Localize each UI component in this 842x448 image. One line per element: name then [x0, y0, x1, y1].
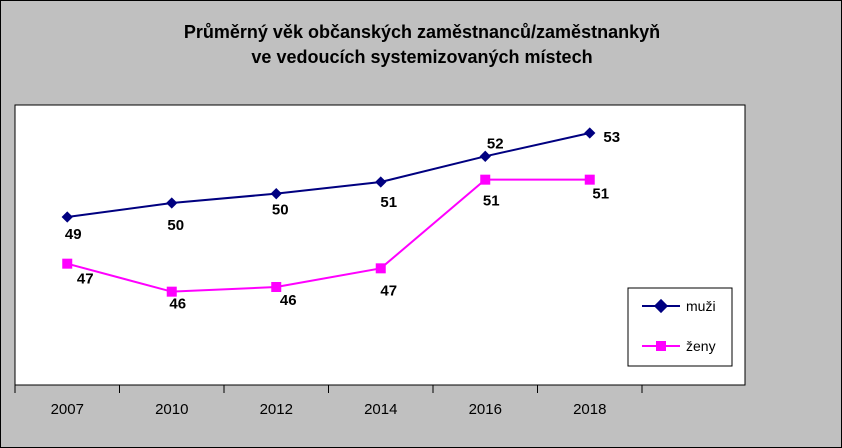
- data-label-zeny-2007: 47: [77, 271, 94, 288]
- data-point-muzi-2018: [584, 127, 596, 139]
- data-label-muzi-2016: 52: [487, 135, 504, 152]
- data-point-muzi-2010: [166, 197, 178, 209]
- data-label-zeny-2012: 46: [280, 292, 297, 309]
- data-point-zeny-2012: [271, 282, 282, 292]
- data-label-zeny-2014: 47: [380, 282, 397, 299]
- data-label-muzi-2012: 50: [272, 202, 289, 219]
- data-label-zeny-2018: 51: [592, 186, 609, 203]
- chart-title-line-1: Průměrný věk občanských zaměstnanců/zamě…: [183, 22, 661, 42]
- legend: muži ženy: [627, 287, 733, 367]
- data-label-zeny-2016: 51: [483, 193, 500, 210]
- plot-area: [14, 104, 746, 386]
- data-label-muzi-2010: 50: [167, 217, 184, 234]
- legend-marker-muzi: [653, 298, 669, 314]
- data-label-muzi-2018: 53: [603, 129, 620, 146]
- data-label-muzi-2014: 51: [380, 194, 397, 211]
- data-label-zeny-2010: 46: [169, 296, 186, 313]
- series-line-zeny: [66, 178, 590, 293]
- data-label-muzi-2007: 49: [65, 226, 82, 243]
- x-tick-label-2007: 2007: [51, 401, 84, 418]
- data-point-muzi-2012: [270, 188, 282, 200]
- legend-marker-zeny: [656, 341, 666, 351]
- x-tick-label-2012: 2012: [260, 401, 293, 418]
- data-point-zeny-2010: [166, 286, 177, 297]
- x-tick-label-2018: 2018: [573, 401, 606, 418]
- legend-label-muzi: muži: [686, 298, 716, 314]
- data-point-zeny-2016: [480, 174, 491, 185]
- series-line-muzi: [67, 132, 590, 218]
- x-tick-label-2010: 2010: [155, 401, 188, 418]
- data-point-zeny-2014: [375, 263, 386, 274]
- legend-box: [627, 287, 733, 367]
- data-point-zeny-2018: [584, 174, 595, 185]
- legend-label-zeny: ženy: [686, 338, 716, 354]
- x-tick-label-2016: 2016: [469, 401, 502, 418]
- x-tick-label-2014: 2014: [364, 401, 397, 418]
- chart-title-line-2: ve vedoucích systemizovaných místech: [251, 47, 593, 67]
- data-point-muzi-2016: [479, 150, 491, 162]
- data-point-zeny-2007: [62, 258, 73, 269]
- data-point-muzi-2014: [375, 176, 387, 188]
